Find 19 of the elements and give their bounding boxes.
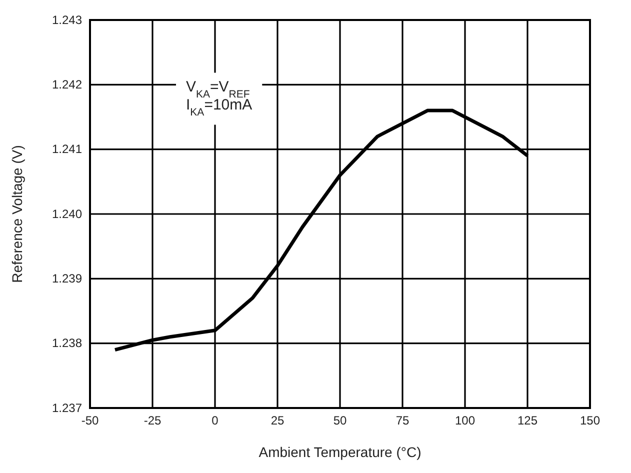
- x-tick-label: 125: [517, 414, 538, 428]
- y-tick-label: 1.243: [52, 12, 82, 27]
- y-tick-label: 1.238: [52, 336, 82, 350]
- y-tick-label: 1.242: [52, 78, 82, 92]
- annotation: I$_{KA}$=10mA: [186, 96, 252, 119]
- y-tick-label: 1.240: [52, 206, 82, 221]
- x-tick-label: 100: [454, 414, 476, 428]
- x-tick-label: 0: [212, 414, 219, 428]
- y-tick-label: 1.239: [52, 272, 82, 286]
- y-tick-label: 1.241: [52, 142, 82, 156]
- x-tick-label: 50: [333, 414, 347, 428]
- y-axis-title: Reference Voltage (V): [9, 145, 25, 283]
- x-tick-label: 150: [580, 414, 600, 428]
- x-tick-label: -50: [81, 414, 99, 428]
- y-tick-label: 1.237: [52, 400, 82, 415]
- x-axis-title: Ambient Temperature (°C): [258, 444, 422, 460]
- x-tick-label: 25: [270, 414, 284, 428]
- x-tick-label: -25: [144, 414, 162, 428]
- x-tick-label: 75: [396, 414, 410, 428]
